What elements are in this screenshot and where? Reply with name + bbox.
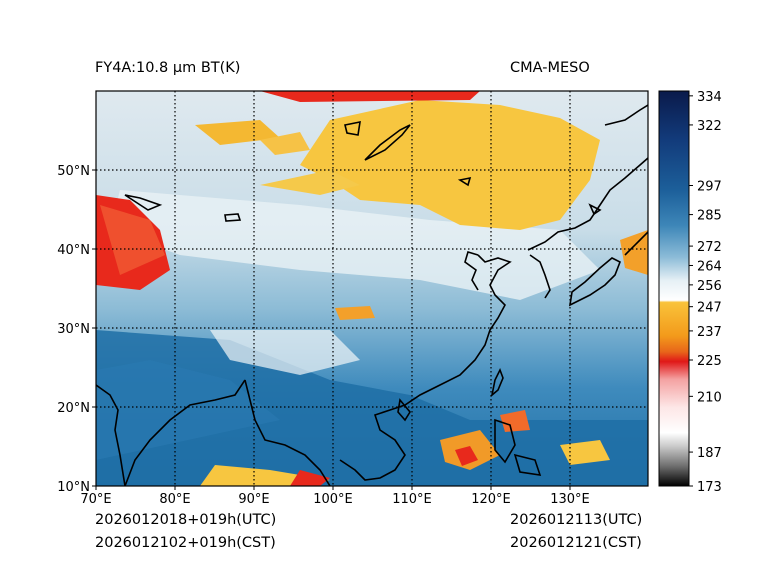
latitude-axis: 10°N 20°N 30°N 40°N 50°N xyxy=(57,164,96,495)
lat-tick-label: 20°N xyxy=(57,401,90,416)
lon-tick-label: 100°E xyxy=(313,492,353,507)
init-time-cst: 2026012102+019h(CST) xyxy=(95,535,276,551)
colorbar-tick-label: 334 xyxy=(697,90,722,105)
lon-tick-label: 120°E xyxy=(471,492,511,507)
colorbar-tick-label: 225 xyxy=(697,354,722,369)
lon-tick-label: 130°E xyxy=(550,492,590,507)
colorbar-tick-label: 237 xyxy=(697,325,722,340)
graticule xyxy=(96,91,648,486)
valid-time-utc: 2026012113(UTC) xyxy=(510,512,643,528)
colorbar-tick-label: 285 xyxy=(697,209,722,224)
colorbar-tick-label: 272 xyxy=(697,240,722,255)
colorbar-tick-label: 173 xyxy=(697,480,722,495)
brightness-temperature-field xyxy=(96,91,648,486)
init-time-utc: 2026012018+019h(UTC) xyxy=(95,512,277,528)
lon-tick-label: 110°E xyxy=(392,492,432,507)
coastlines xyxy=(96,104,648,486)
longitude-axis: 70°E 80°E 90°E 100°E 110°E 120°E 130°E xyxy=(80,486,590,507)
colorbar-tick-label: 210 xyxy=(697,390,722,405)
lat-tick-label: 50°N xyxy=(57,164,90,179)
lon-tick-label: 70°E xyxy=(80,492,111,507)
lon-tick-label: 80°E xyxy=(159,492,190,507)
source-label: CMA-MESO xyxy=(510,60,590,76)
valid-time-cst: 2026012121(CST) xyxy=(510,535,642,551)
lon-tick-label: 90°E xyxy=(238,492,269,507)
lat-tick-label: 40°N xyxy=(57,243,90,258)
lat-tick-label: 30°N xyxy=(57,322,90,337)
colorbar-tick-label: 247 xyxy=(697,301,722,316)
product-title: FY4A:10.8 μm BT(K) xyxy=(95,60,241,76)
colorbar-ticks: 334 322 297 285 272 264 256 247 237 225 210 187 173 xyxy=(689,90,722,495)
map-frame xyxy=(95,90,649,487)
colorbar-tick-label: 322 xyxy=(697,119,722,134)
lat-tick-label: 10°N xyxy=(57,480,90,495)
colorbar-tick-label: 187 xyxy=(697,446,722,461)
colorbar xyxy=(658,90,690,487)
colorbar-tick-label: 297 xyxy=(697,180,722,195)
colorbar-tick-label: 256 xyxy=(697,279,722,294)
colorbar-tick-label: 264 xyxy=(697,259,722,274)
